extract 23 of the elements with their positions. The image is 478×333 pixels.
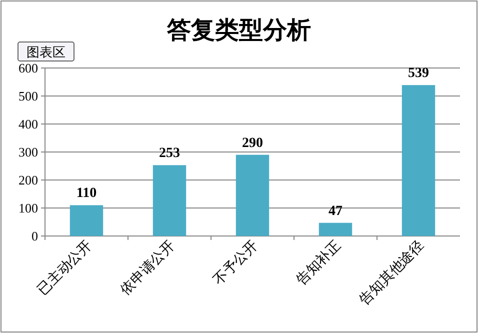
x-tick-label: 告知其他途径 — [356, 238, 428, 308]
data-label: 47 — [328, 204, 342, 219]
bar — [236, 154, 270, 236]
bar — [152, 165, 186, 236]
y-tick-label: 0 — [32, 228, 38, 244]
y-tick-label: 500 — [18, 88, 38, 104]
y-tick-label: 200 — [18, 172, 38, 188]
y-tick-label: 300 — [18, 144, 38, 160]
text: 图表区 — [26, 46, 66, 61]
bar — [402, 85, 436, 236]
y-tick-label: 400 — [18, 116, 38, 132]
bar — [70, 205, 104, 236]
data-label: 290 — [242, 136, 263, 151]
bar — [318, 222, 352, 236]
chart-title: 答复类型分析 — [166, 17, 311, 44]
y-tick-label: 600 — [18, 60, 38, 76]
x-tick-label: 不予公开 — [210, 238, 262, 288]
data-label: 253 — [159, 146, 180, 162]
x-tick-label: 依申请公开 — [118, 238, 178, 298]
data-label: 110 — [76, 186, 97, 202]
x-tick-label: 告知补正 — [293, 238, 344, 288]
data-label: 539 — [408, 66, 429, 82]
y-tick-label: 100 — [18, 200, 38, 216]
